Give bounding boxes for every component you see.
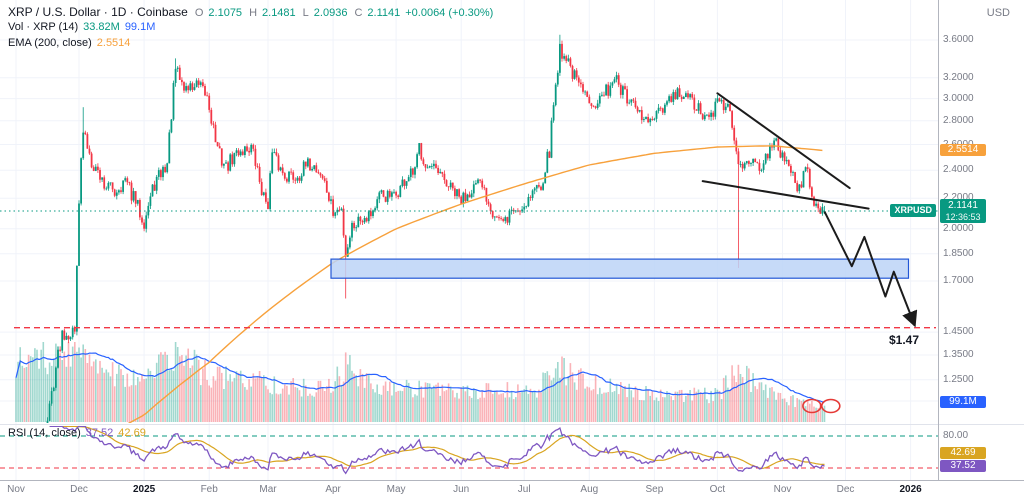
ema-indicator-label: EMA (200, close) (8, 37, 92, 49)
price-tick-label: 1.4500 (943, 326, 974, 338)
time-tick-label: Feb (200, 484, 218, 495)
close-label: C (354, 7, 363, 19)
time-tick-label: Oct (709, 484, 726, 495)
low-value: 2.0936 (313, 7, 348, 19)
symbol-title: XRP / U.S. Dollar · 1D · Coinbase (8, 5, 188, 19)
volume-indicator-label: Vol · XRP (14) (8, 21, 79, 33)
symbol-legend-row[interactable]: XRP / U.S. Dollar · 1D · Coinbase O 2.10… (8, 5, 493, 19)
ema-legend-row[interactable]: EMA (200, close) 2.5514 (8, 37, 130, 49)
time-tick-label: May (386, 484, 406, 495)
high-label: H (249, 7, 258, 19)
rsi-band-label: 80.00 (943, 430, 969, 441)
rsi-indicator-label: RSI (14, close) (8, 427, 81, 439)
rsi-value-badge: 37.52 (940, 460, 986, 472)
high-value: 2.1481 (262, 7, 296, 19)
volume-ma-badge: 99.1M (940, 396, 986, 409)
price-tick-label: 2.8000 (943, 114, 974, 126)
close-value: 2.1141 (367, 7, 401, 19)
last-price-value: 2.1141 (948, 199, 978, 211)
price-tick-label: 2.2000 (943, 192, 974, 204)
time-axis[interactable]: Nov Dec 2025 Feb Mar Apr May Jun Jul Aug Sep Oct Nov… (0, 480, 1024, 499)
time-tick-label: Mar (259, 484, 277, 495)
time-tick-label: Jun (453, 484, 470, 495)
time-tick-label: Nov (7, 484, 25, 495)
rsi-ma-badge: 42.69 (940, 447, 986, 459)
price-tick-label: 3.2000 (943, 71, 974, 83)
open-value: 2.1075 (208, 7, 243, 19)
price-tick-label: 3.0000 (943, 92, 974, 104)
price-tick-label: 1.2500 (943, 373, 974, 385)
time-tick-label: 2025 (132, 484, 156, 495)
time-tick-label: Nov (773, 484, 792, 495)
rsi-legend-row[interactable]: RSI (14, close) 37.52 42.69 (8, 427, 146, 439)
bar-countdown: 12:36:53 (945, 211, 981, 222)
rsi-value: 37.52 (85, 427, 114, 439)
time-tick-label: Apr (325, 484, 341, 495)
time-tick-label: Dec (70, 484, 88, 495)
volume-legend-row[interactable]: Vol · XRP (14) 33.82M 99.1M (8, 21, 155, 33)
time-tick-label: Aug (580, 484, 599, 495)
symbol-tag: XRPUSD (890, 204, 936, 218)
ema-value-badge: 2.5514 (940, 143, 986, 156)
time-tick-label: 2026 (899, 484, 922, 495)
time-tick-label: Dec (836, 484, 855, 495)
price-tick-label: 2.4000 (943, 164, 974, 176)
change-value: +0.0064 (+0.30%) (405, 7, 494, 19)
price-tick-label: 1.8500 (943, 247, 974, 259)
volume-value: 33.82M (83, 21, 120, 33)
volume-ma-value: 99.1M (124, 21, 156, 33)
currency-label: USD (986, 7, 1010, 19)
price-target-label: $1.47 (889, 333, 920, 347)
time-tick-label: Sep (645, 484, 664, 495)
low-label: L (302, 7, 309, 19)
price-tick-label: 1.3500 (943, 349, 974, 361)
ema-value: 2.5514 (96, 37, 131, 49)
price-tick-label: 3.6000 (943, 34, 974, 45)
time-tick-label: Jul (517, 484, 531, 495)
price-tick-label: 2.0000 (943, 222, 974, 234)
rsi-ma-value: 42.69 (118, 427, 146, 439)
last-price-badge: 2.1141 12:36:53 (940, 198, 986, 223)
open-label: O (194, 7, 204, 19)
price-tick-label: 1.7000 (943, 274, 974, 286)
